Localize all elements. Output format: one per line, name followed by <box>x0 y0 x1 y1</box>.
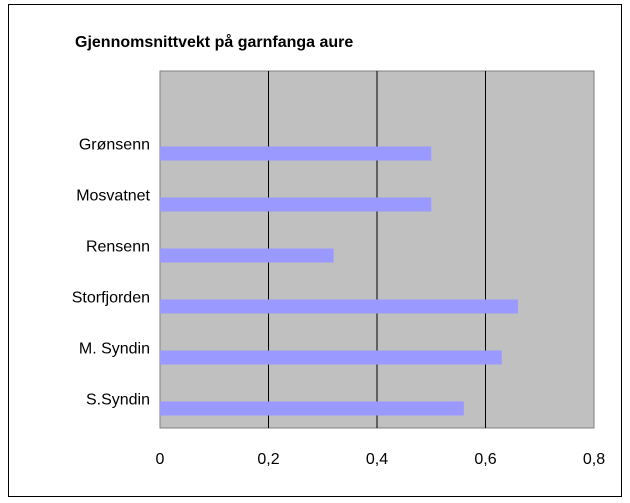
bar <box>160 197 432 212</box>
y-tick-label: Mosvatnet <box>76 188 150 205</box>
bar <box>160 146 432 161</box>
y-tick-label: S.Syndin <box>86 392 150 409</box>
bar <box>160 350 502 365</box>
bar <box>160 248 334 263</box>
y-tick-label: Rensenn <box>86 239 150 256</box>
bar <box>160 299 519 314</box>
x-tick-label: 0,4 <box>366 451 388 468</box>
bar <box>160 401 464 416</box>
chart-title: Gjennomsnittvekt på garnfanga aure <box>75 33 353 51</box>
y-tick-label: Storfjorden <box>72 290 150 307</box>
x-tick-label: 0 <box>156 451 165 468</box>
y-tick-label: Grønsenn <box>79 137 150 154</box>
x-tick-label: 0,2 <box>257 451 279 468</box>
x-tick-label: 0,6 <box>474 451 496 468</box>
x-tick-label: 0,8 <box>583 451 605 468</box>
y-tick-label: M. Syndin <box>79 341 150 358</box>
